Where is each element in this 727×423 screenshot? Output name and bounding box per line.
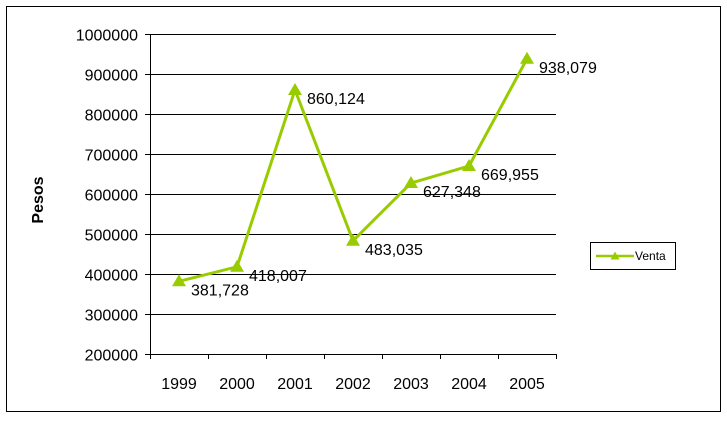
- y-tick-label: 1000000: [76, 28, 138, 45]
- y-tick-label: 900000: [85, 68, 138, 85]
- data-point-marker: [172, 274, 186, 287]
- x-tick-labels: 1999 2000 2001 2002 2003 2004 2005: [161, 376, 545, 393]
- y-tick-label: 800000: [85, 108, 138, 125]
- data-label: 669,955: [481, 167, 539, 184]
- legend-marker-venta: [610, 251, 620, 260]
- y-tick-label: 500000: [85, 228, 138, 245]
- data-label: 483,035: [365, 242, 423, 259]
- y-axis-label: Pesos: [30, 176, 47, 223]
- data-point-marker: [346, 233, 360, 246]
- data-point-marker: [230, 259, 244, 272]
- x-tick-label: 2004: [451, 376, 487, 393]
- y-tick-label: 600000: [85, 188, 138, 205]
- data-label: 938,079: [539, 60, 597, 77]
- x-tick-label: 2001: [277, 376, 313, 393]
- axes: [145, 34, 557, 359]
- data-label: 418,007: [249, 268, 307, 285]
- legend: Venta: [590, 242, 676, 270]
- y-tick-label: 300000: [85, 308, 138, 325]
- data-point-marker: [462, 159, 476, 172]
- data-label: 627,348: [423, 184, 481, 201]
- data-point-marker: [288, 82, 302, 95]
- data-point-marker: [404, 176, 418, 189]
- gridlines: [150, 34, 556, 315]
- y-tick-label: 400000: [85, 268, 138, 285]
- y-tick-label: 700000: [85, 148, 138, 165]
- x-tick-label: 1999: [161, 376, 197, 393]
- x-tick-label: 2005: [509, 376, 545, 393]
- data-point-marker: [520, 51, 534, 64]
- legend-label-venta: Venta: [635, 249, 666, 263]
- x-tick-label: 2000: [219, 376, 255, 393]
- x-tick-label: 2003: [393, 376, 429, 393]
- y-tick-labels: 200000 300000 400000 500000 600000 700000 8000…: [76, 28, 138, 365]
- data-label: 381,728: [191, 282, 249, 299]
- data-label: 860,124: [307, 91, 365, 108]
- y-tick-label: 200000: [85, 348, 138, 365]
- series-venta: [172, 51, 534, 287]
- x-tick-label: 2002: [335, 376, 371, 393]
